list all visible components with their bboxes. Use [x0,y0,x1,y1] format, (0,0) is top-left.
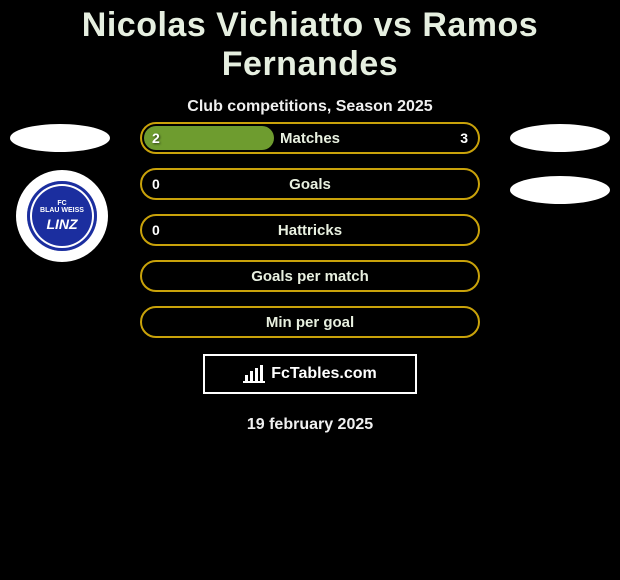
page-subtitle: Club competitions, Season 2025 [0,98,620,116]
player-right-plate-2 [510,176,610,204]
player-right-plate-1 [510,124,610,152]
stat-label: Matches [140,122,480,154]
stat-row: Hattricks0 [140,214,480,246]
stat-value-left: 0 [152,214,160,246]
player-left-plate-1 [10,124,110,152]
brand-rest: Tables.com [290,365,377,382]
stat-label: Goals [140,168,480,200]
page-title: Nicolas Vichiatto vs Ramos Fernandes [0,0,620,84]
stat-label: Min per goal [140,306,480,338]
brand-text: FcTables.com [271,365,377,383]
stat-row: Goals0 [140,168,480,200]
club-badge-inner: FC BLAU WEISS LINZ [27,181,97,251]
brand-prefix: Fc [271,365,290,382]
stat-row: Min per goal [140,306,480,338]
stat-bars: Matches23Goals0Hattricks0Goals per match… [140,122,480,352]
club-badge-line3: LINZ [46,217,77,232]
comparison-card: Nicolas Vichiatto vs Ramos Fernandes Clu… [0,0,620,580]
footer: FcTables.com 19 february 2025 [0,354,620,434]
club-badge-line2: BLAU WEISS [40,207,84,215]
club-badge-line1: FC [57,200,66,208]
stat-label: Hattricks [140,214,480,246]
date-line: 19 february 2025 [247,416,373,434]
club-badge: FC BLAU WEISS LINZ [20,174,104,258]
stat-row: Matches2 3 [140,122,480,154]
stat-value-left: 0 [152,168,160,200]
stat-value-left: 2 [152,122,160,154]
brand-box: FcTables.com [203,354,417,394]
stat-label: Goals per match [140,260,480,292]
bar-chart-icon [243,365,265,383]
stat-value-right: 3 [460,122,468,154]
stat-row: Goals per match [140,260,480,292]
